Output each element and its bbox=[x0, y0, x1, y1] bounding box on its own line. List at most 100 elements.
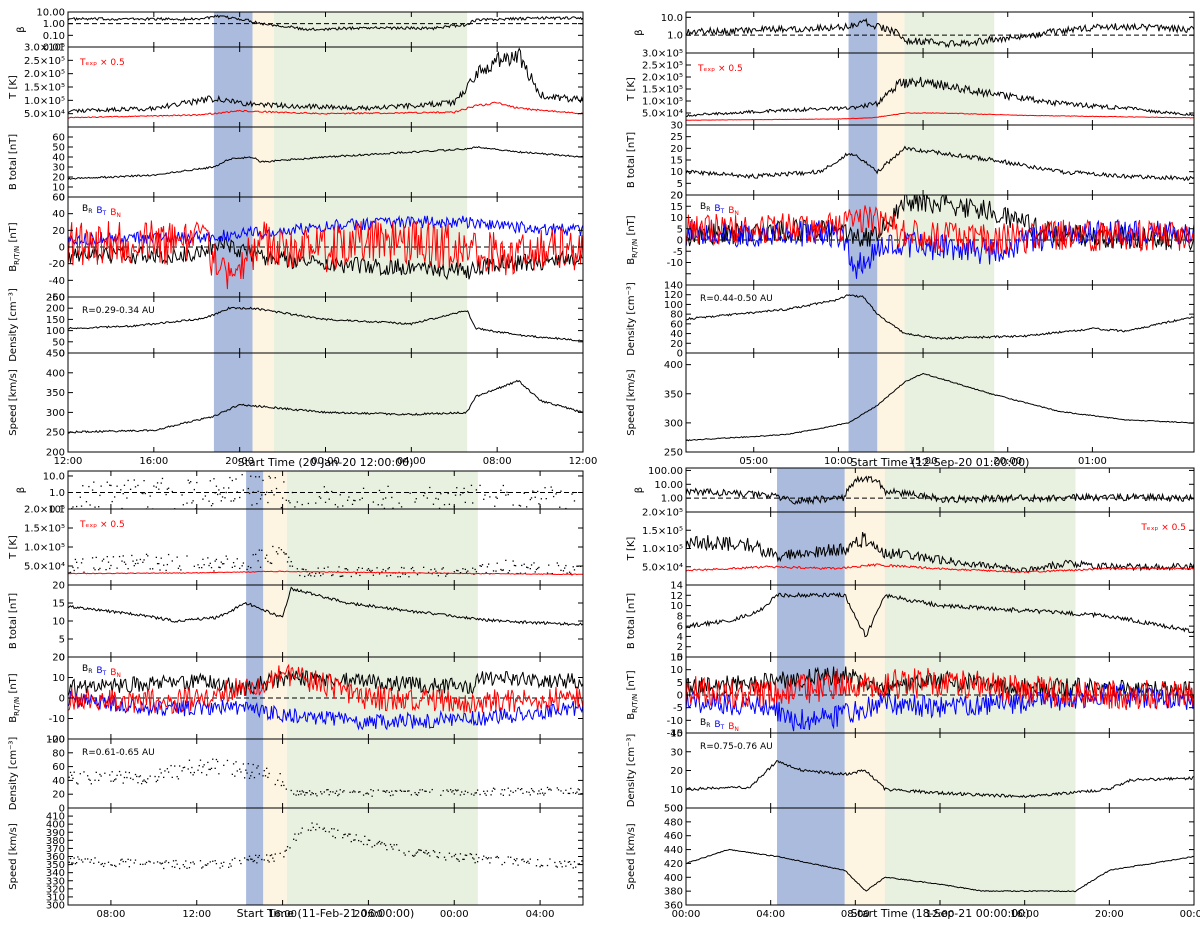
panel-speed: 360 380 400 420 440 460 480 500 Speed [km/s] bbox=[626, 804, 1195, 912]
data-point bbox=[367, 568, 370, 570]
data-point bbox=[83, 571, 85, 573]
data-point bbox=[89, 779, 91, 782]
data-point bbox=[205, 774, 208, 776]
data-point bbox=[203, 764, 205, 766]
data-point bbox=[91, 557, 94, 559]
data-point bbox=[80, 562, 83, 564]
data-point bbox=[496, 855, 498, 858]
y-tick-label: 30 bbox=[52, 163, 65, 174]
data-point bbox=[266, 767, 268, 769]
data-point bbox=[332, 574, 334, 576]
data-point bbox=[456, 569, 458, 572]
data-point bbox=[118, 863, 121, 865]
data-point bbox=[185, 860, 187, 862]
data-point bbox=[220, 561, 222, 563]
y-axis-label-unit: [nT] bbox=[8, 222, 19, 246]
data-point bbox=[142, 561, 144, 563]
data-point bbox=[570, 787, 572, 790]
y-tick-label: 2.0×10⁵ bbox=[24, 505, 65, 516]
series-group bbox=[68, 545, 583, 578]
data-point bbox=[516, 515, 517, 516]
y-tick-label: 360 bbox=[664, 901, 683, 912]
data-point bbox=[207, 863, 209, 865]
data-point bbox=[556, 562, 558, 564]
y-tick-label: 60 bbox=[52, 762, 65, 773]
data-point bbox=[154, 775, 156, 778]
data-point bbox=[277, 779, 279, 781]
data-point bbox=[144, 780, 146, 783]
panel-density: 0 10 20 30 40 Density [cm⁻³] R=0.75-0.76 AU bbox=[626, 729, 1195, 815]
data-point bbox=[425, 849, 427, 852]
y-tick-label: 1.0 bbox=[49, 488, 65, 499]
data-point bbox=[453, 571, 455, 573]
y-axis-label: β bbox=[634, 29, 645, 35]
data-point bbox=[284, 553, 286, 555]
data-point bbox=[445, 575, 447, 577]
data-point bbox=[404, 790, 406, 793]
x-tick-label: 04:00 bbox=[526, 909, 555, 920]
data-point bbox=[212, 758, 214, 760]
data-point bbox=[240, 862, 242, 865]
data-point bbox=[73, 857, 75, 859]
y-axis-label: B total [nT] bbox=[626, 593, 637, 649]
data-point bbox=[323, 567, 325, 569]
y-tick-label: 500 bbox=[664, 804, 683, 815]
panel-density: 0 20 40 60 80 100 Density [cm⁻³] R=0.61-0.65 AU bbox=[8, 735, 584, 815]
y-tick-label: 60 bbox=[52, 133, 65, 144]
y-tick-label: 30 bbox=[670, 747, 683, 758]
series-B-line bbox=[68, 145, 583, 181]
data-point bbox=[528, 791, 530, 794]
data-point bbox=[120, 774, 122, 776]
data-point bbox=[129, 859, 132, 861]
y-tick-label: 300 bbox=[46, 408, 65, 419]
data-point bbox=[537, 858, 539, 861]
data-point bbox=[167, 487, 170, 489]
data-point bbox=[74, 558, 77, 561]
data-point bbox=[557, 564, 560, 567]
data-point bbox=[472, 567, 474, 569]
data-point bbox=[463, 793, 465, 795]
y-axis-label: Speed [km/s] bbox=[8, 823, 19, 890]
data-point bbox=[530, 564, 533, 566]
x-axis-label: Start Time (20-Jan-20 12:00:00) bbox=[238, 456, 414, 469]
series-B-line bbox=[686, 591, 1194, 638]
data-point bbox=[126, 776, 128, 779]
data-point bbox=[475, 792, 478, 794]
series-n-points bbox=[68, 758, 583, 797]
y-tick-label: 0 bbox=[59, 694, 65, 705]
data-point bbox=[323, 486, 325, 488]
data-point bbox=[214, 560, 216, 562]
y-tick-label: 400 bbox=[664, 873, 683, 884]
data-point bbox=[209, 480, 211, 482]
data-point bbox=[446, 789, 448, 791]
data-point bbox=[576, 565, 578, 567]
data-point bbox=[251, 771, 253, 773]
data-point bbox=[83, 771, 85, 773]
y-tick-label: 0 bbox=[59, 349, 65, 360]
data-point bbox=[559, 506, 561, 508]
data-point bbox=[342, 505, 344, 507]
data-point bbox=[409, 492, 411, 494]
data-point bbox=[486, 790, 489, 792]
data-point bbox=[270, 854, 273, 856]
data-point bbox=[250, 566, 252, 569]
data-point bbox=[397, 576, 399, 578]
data-point bbox=[129, 488, 132, 490]
data-point bbox=[160, 557, 162, 559]
data-point bbox=[402, 573, 404, 575]
data-point bbox=[258, 773, 260, 775]
data-point bbox=[268, 861, 270, 863]
x-tick-label: 16:00 bbox=[268, 909, 297, 920]
data-point bbox=[241, 565, 243, 567]
data-point bbox=[500, 568, 502, 571]
data-point bbox=[161, 862, 164, 864]
data-point bbox=[467, 491, 469, 493]
y-tick-label: 10 bbox=[670, 785, 683, 796]
data-point bbox=[115, 510, 116, 511]
data-point bbox=[291, 491, 294, 494]
series-V-line bbox=[686, 372, 1194, 442]
data-point bbox=[95, 771, 97, 774]
data-point bbox=[98, 568, 100, 571]
panel-speed: 200 250 300 350 400 450 Speed [km/s] bbox=[8, 349, 584, 459]
data-point bbox=[483, 498, 485, 500]
